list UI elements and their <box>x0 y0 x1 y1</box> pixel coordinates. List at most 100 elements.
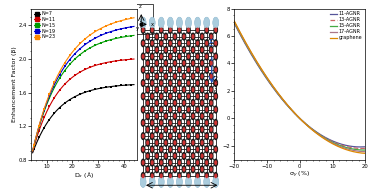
Circle shape <box>169 28 171 32</box>
Circle shape <box>197 55 199 58</box>
Circle shape <box>177 17 182 28</box>
Circle shape <box>156 48 158 52</box>
Circle shape <box>174 128 176 131</box>
15-AGNR <box>331 141 335 144</box>
Circle shape <box>147 61 148 65</box>
Circle shape <box>201 48 203 52</box>
graphene <box>292 111 296 113</box>
Circle shape <box>159 27 163 33</box>
X-axis label: D$_x$ (Å): D$_x$ (Å) <box>74 170 94 180</box>
Circle shape <box>179 174 180 178</box>
graphene <box>266 78 270 80</box>
Circle shape <box>164 100 168 106</box>
Circle shape <box>161 174 162 178</box>
Circle shape <box>179 148 180 151</box>
Circle shape <box>155 46 158 53</box>
Circle shape <box>210 128 212 131</box>
Circle shape <box>192 166 195 173</box>
Circle shape <box>214 53 217 60</box>
Circle shape <box>151 95 153 98</box>
Circle shape <box>155 126 158 133</box>
Circle shape <box>204 17 209 28</box>
graphene <box>320 136 324 138</box>
graphene <box>363 152 368 154</box>
Circle shape <box>210 153 213 159</box>
Circle shape <box>196 173 199 179</box>
Circle shape <box>155 100 158 106</box>
Circle shape <box>215 121 217 125</box>
Circle shape <box>192 61 194 65</box>
Circle shape <box>169 55 171 58</box>
Circle shape <box>165 48 167 52</box>
Circle shape <box>210 115 212 118</box>
Circle shape <box>179 28 180 32</box>
Circle shape <box>178 159 181 166</box>
11-AGNR <box>363 146 368 148</box>
Circle shape <box>210 100 213 106</box>
Circle shape <box>210 141 212 144</box>
Circle shape <box>156 35 158 38</box>
Circle shape <box>142 28 144 32</box>
15-AGNR <box>309 128 314 130</box>
Circle shape <box>205 119 208 126</box>
Circle shape <box>210 88 212 91</box>
Circle shape <box>182 139 186 146</box>
Circle shape <box>173 86 177 93</box>
Circle shape <box>165 35 167 38</box>
Circle shape <box>210 126 213 133</box>
Circle shape <box>141 53 145 60</box>
Circle shape <box>165 128 167 131</box>
11-AGNR <box>358 146 362 148</box>
Circle shape <box>196 159 199 166</box>
Circle shape <box>146 139 149 146</box>
Circle shape <box>205 66 208 73</box>
Circle shape <box>155 86 158 93</box>
Circle shape <box>165 75 167 78</box>
Circle shape <box>174 88 176 91</box>
Circle shape <box>205 159 208 166</box>
Circle shape <box>173 73 177 80</box>
Circle shape <box>188 134 189 138</box>
Circle shape <box>215 95 217 98</box>
Circle shape <box>179 121 180 125</box>
Circle shape <box>200 113 204 120</box>
Circle shape <box>141 80 145 86</box>
Circle shape <box>174 75 176 78</box>
Circle shape <box>147 48 148 52</box>
Circle shape <box>141 27 145 33</box>
Circle shape <box>210 61 212 65</box>
Circle shape <box>197 121 199 125</box>
Circle shape <box>146 60 149 67</box>
Circle shape <box>214 133 217 139</box>
Circle shape <box>151 108 153 111</box>
Circle shape <box>183 154 185 158</box>
Circle shape <box>147 128 148 131</box>
Circle shape <box>165 141 167 144</box>
Circle shape <box>165 61 167 65</box>
Legend: 11-AGNR, 13-AGNR, 15-AGNR, 17-AGNR, graphene: 11-AGNR, 13-AGNR, 15-AGNR, 17-AGNR, grap… <box>330 11 363 41</box>
Circle shape <box>192 88 194 91</box>
Circle shape <box>182 60 186 67</box>
17-AGNR <box>320 136 324 138</box>
Y-axis label: σ$_z$ (%): σ$_z$ (%) <box>212 74 221 94</box>
Circle shape <box>192 48 194 52</box>
Circle shape <box>142 68 144 71</box>
Circle shape <box>215 68 217 71</box>
Text: $\vec{E}$: $\vec{E}$ <box>208 35 215 49</box>
Circle shape <box>165 115 167 118</box>
Circle shape <box>183 128 185 131</box>
Circle shape <box>183 35 185 38</box>
Circle shape <box>151 81 153 85</box>
Circle shape <box>151 28 153 32</box>
Circle shape <box>206 68 207 71</box>
Circle shape <box>183 141 185 144</box>
Circle shape <box>192 128 194 131</box>
Circle shape <box>147 154 148 158</box>
17-AGNR <box>363 151 368 153</box>
Circle shape <box>210 75 212 78</box>
Circle shape <box>183 75 185 78</box>
Circle shape <box>178 40 181 47</box>
Circle shape <box>141 93 145 100</box>
Circle shape <box>201 61 203 65</box>
13-AGNR <box>292 111 296 113</box>
